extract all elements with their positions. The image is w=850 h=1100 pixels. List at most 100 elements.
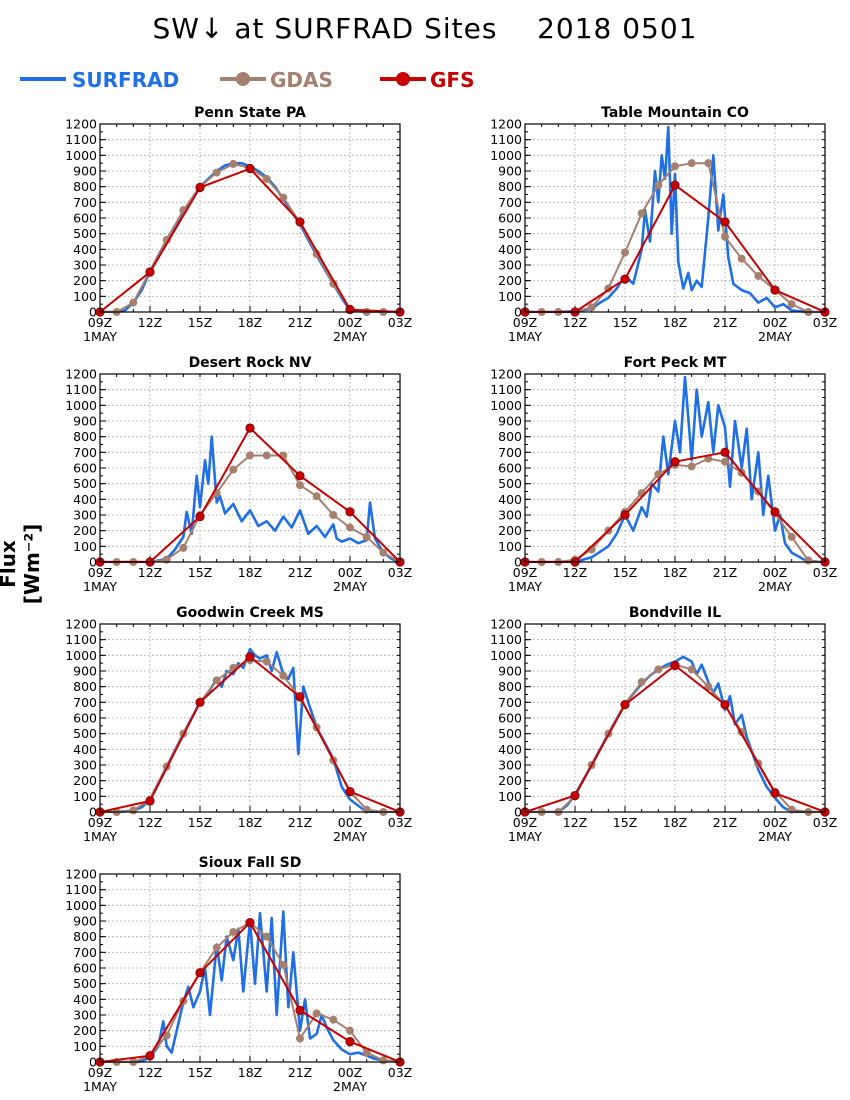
data-point-gfs (195, 968, 205, 978)
data-point-gdas (754, 271, 763, 280)
y-tick-label: 600 (498, 211, 522, 226)
chart-panel-goodwin-creek-ms: Goodwin Creek MS 010020030040050060070080… (65, 605, 412, 844)
x-tick-label: 21Z (288, 1065, 312, 1080)
chart-title: Goodwin Creek MS (176, 605, 324, 621)
data-point-gfs (245, 423, 255, 433)
y-tick-label: 700 (73, 695, 97, 710)
data-point-gdas (245, 451, 254, 460)
x-tick-label: 12Z (138, 315, 162, 330)
data-point-gfs (720, 217, 730, 227)
data-point-gfs (345, 1037, 355, 1047)
y-tick-label: 400 (73, 992, 97, 1007)
y-tick-label: 800 (73, 429, 97, 444)
y-tick-label: 700 (498, 695, 522, 710)
data-point-gdas (212, 943, 221, 952)
y-tick-label: 600 (73, 711, 97, 726)
y-tick-label: 1000 (65, 648, 97, 663)
data-point-gfs (670, 180, 680, 190)
y-tick-label: 700 (73, 445, 97, 460)
y-tick-label: 300 (498, 758, 522, 773)
y-tick-label: 900 (73, 914, 97, 929)
y-tick-label: 1000 (490, 398, 522, 413)
chart-panel-desert-rock-nv: Desert Rock NV 01002003004005006007008009… (65, 355, 412, 594)
data-point-gdas (295, 481, 304, 490)
y-tick-label: 300 (498, 508, 522, 523)
data-point-gdas (345, 1026, 354, 1035)
y-tick-label: 1000 (65, 898, 97, 913)
chart-title: Desert Rock NV (189, 355, 312, 371)
x-tick-label: 12Z (138, 565, 162, 580)
y-tick-label: 1100 (65, 632, 97, 647)
y-tick-label: 900 (73, 664, 97, 679)
data-point-gfs (295, 471, 305, 481)
data-point-gdas (279, 671, 288, 680)
plot-frame (524, 623, 826, 813)
y-tick-label: 500 (73, 476, 97, 491)
data-point-gfs (770, 788, 780, 798)
y-tick-label: 0 (89, 1055, 97, 1070)
y-tick-label: 600 (498, 711, 522, 726)
data-point-gdas (262, 174, 271, 183)
data-point-gfs (195, 697, 205, 707)
plot-frame (99, 623, 401, 813)
data-point-gdas (687, 462, 696, 471)
y-tick-label: 0 (89, 555, 97, 570)
y-tick-label: 700 (73, 195, 97, 210)
y-tick-label: 400 (498, 242, 522, 257)
x-date-label: 1MAY (83, 579, 117, 594)
data-point-gfs (620, 510, 630, 520)
series-line-gdas (100, 921, 400, 1063)
plot-frame (99, 373, 401, 563)
x-date-label: 1MAY (508, 579, 542, 594)
y-tick-label: 0 (89, 805, 97, 820)
series-line-gdas (100, 163, 400, 313)
x-date-label: 2MAY (758, 329, 792, 344)
legend-label-gdas: GDAS (270, 68, 333, 92)
y-tick-label: 1100 (490, 132, 522, 147)
y-tick-label: 800 (498, 429, 522, 444)
y-tick-label: 900 (73, 414, 97, 429)
data-point-gfs (245, 917, 255, 928)
legend-label-surfrad: SURFRAD (72, 68, 180, 92)
data-point-gfs (195, 182, 205, 193)
y-tick-label: 200 (73, 523, 97, 538)
x-date-label: 2MAY (758, 829, 792, 844)
y-tick-label: 1100 (65, 882, 97, 897)
x-date-label: 1MAY (83, 1079, 117, 1094)
y-tick-label: 400 (73, 492, 97, 507)
y-tick-label: 300 (73, 758, 97, 773)
y-tick-label: 200 (498, 273, 522, 288)
x-tick-label: 00Z (763, 815, 787, 830)
y-tick-label: 100 (73, 539, 97, 554)
x-tick-label: 21Z (713, 565, 737, 580)
x-tick-label: 09Z (88, 815, 112, 830)
data-point-gdas (345, 523, 354, 532)
data-point-gfs (195, 511, 205, 522)
y-tick-label: 1100 (490, 632, 522, 647)
y-tick-label: 900 (498, 414, 522, 429)
data-point-gdas (804, 556, 813, 565)
y-tick-label: 300 (73, 1008, 97, 1023)
x-tick-label: 21Z (288, 565, 312, 580)
y-tick-label: 1200 (65, 117, 97, 132)
x-tick-label: 18Z (238, 815, 262, 830)
x-date-label: 2MAY (333, 579, 367, 594)
data-point-gfs (620, 274, 630, 284)
x-tick-label: 03Z (813, 565, 837, 580)
data-point-gdas (295, 1034, 304, 1043)
y-tick-label: 100 (73, 789, 97, 804)
x-tick-label: 00Z (338, 815, 362, 830)
x-tick-label: 00Z (763, 565, 787, 580)
data-point-gfs (670, 457, 680, 467)
x-tick-label: 18Z (663, 815, 687, 830)
chart-panel-penn-state-pa: Penn State PA 010020030040050060070080090… (65, 105, 412, 344)
data-point-gdas (721, 457, 730, 466)
data-point-gdas (312, 492, 321, 501)
data-point-gdas (687, 159, 696, 168)
x-tick-label: 18Z (238, 315, 262, 330)
x-date-label: 2MAY (333, 1079, 367, 1094)
y-tick-label: 400 (73, 242, 97, 257)
data-point-gfs (245, 652, 255, 662)
data-point-gdas (262, 932, 271, 941)
y-tick-label: 1100 (490, 382, 522, 397)
